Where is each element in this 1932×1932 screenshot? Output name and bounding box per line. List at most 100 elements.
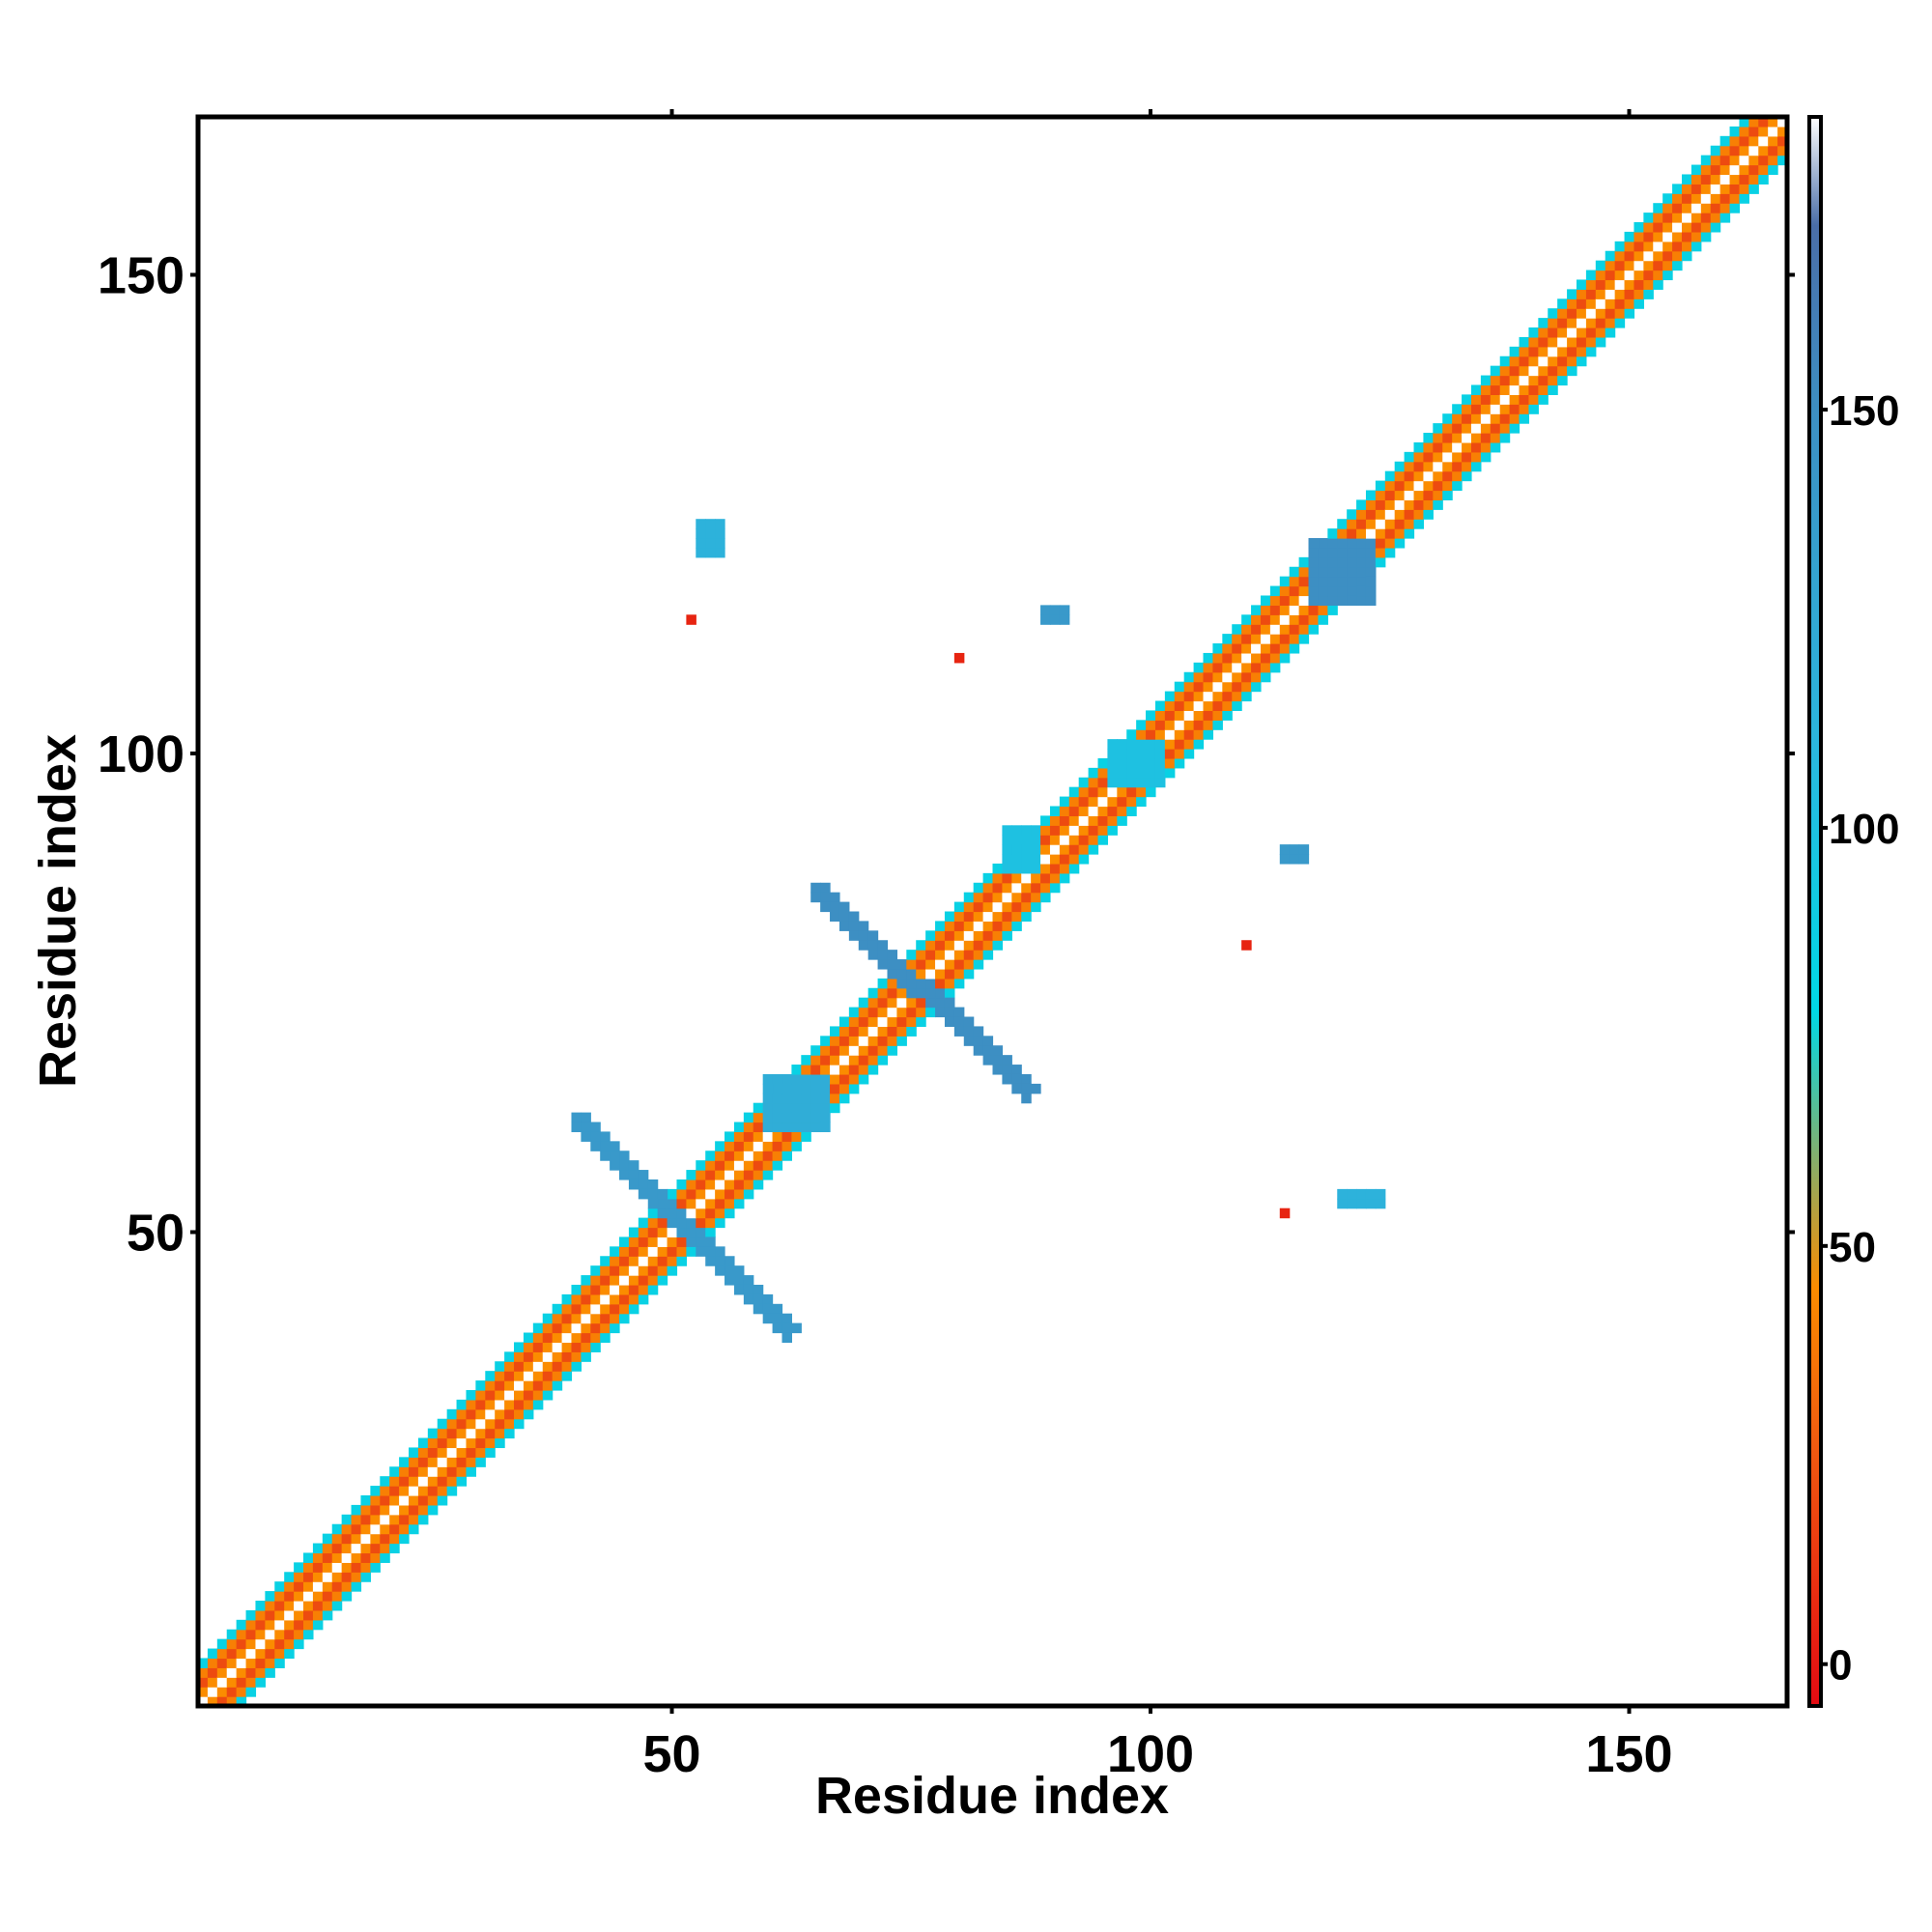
heatmap-cell <box>724 1141 735 1151</box>
heatmap-cell <box>963 1026 975 1037</box>
heatmap-cell <box>791 1322 802 1334</box>
heatmap-cell <box>1011 892 1022 903</box>
heatmap-cell <box>1088 825 1099 836</box>
heatmap-cell <box>1462 461 1472 472</box>
heatmap-cell <box>1672 213 1683 223</box>
heatmap-cell <box>696 1227 706 1238</box>
heatmap-cell <box>1002 911 1012 923</box>
heatmap-cell <box>561 1342 573 1352</box>
heatmap-cell <box>1365 1198 1377 1209</box>
heatmap-cell <box>456 1428 468 1439</box>
heatmap-cell <box>896 1016 907 1028</box>
heatmap-cell <box>409 1494 419 1506</box>
heatmap-cell <box>427 1428 439 1439</box>
heatmap-cell <box>867 1055 879 1065</box>
heatmap-cell <box>619 1151 630 1161</box>
heatmap-cell <box>628 1227 639 1238</box>
heatmap-cell <box>1681 222 1692 233</box>
heatmap-cell <box>715 1256 725 1266</box>
heatmap-cell <box>705 538 716 549</box>
heatmap-cell <box>1634 279 1644 290</box>
heatmap-cell <box>351 1581 362 1592</box>
heatmap-cell <box>389 1514 400 1525</box>
heatmap-cell <box>1183 691 1195 702</box>
heatmap-cell <box>1107 815 1118 826</box>
colorbar-gradient <box>1809 117 1821 1706</box>
heatmap-cell <box>1681 203 1692 213</box>
heatmap-cell <box>1002 930 1012 941</box>
heatmap-cell <box>446 1476 458 1487</box>
heatmap-cell <box>724 1160 735 1171</box>
heatmap-cell <box>1643 289 1654 299</box>
heatmap-cell <box>1337 538 1348 549</box>
heatmap-cell <box>1576 308 1587 319</box>
heatmap-cell <box>1097 825 1109 836</box>
heatmap-cell <box>638 1275 649 1286</box>
heatmap-cell <box>1690 184 1702 194</box>
heatmap-cell <box>1040 835 1051 845</box>
heatmap-cell <box>944 921 955 931</box>
heatmap-cell <box>466 1447 476 1458</box>
heatmap-cell <box>1241 662 1252 673</box>
heatmap-cell <box>1452 404 1463 414</box>
heatmap-cell <box>1384 538 1396 549</box>
heatmap-cell <box>1538 375 1548 386</box>
heatmap-cell <box>1011 1073 1022 1085</box>
heatmap-cell <box>1031 835 1041 845</box>
heatmap-cell <box>341 1572 353 1582</box>
heatmap-cell <box>877 940 889 951</box>
heatmap-cell <box>1337 547 1348 558</box>
heatmap-cell <box>331 1543 343 1554</box>
heatmap-cell <box>294 1629 304 1640</box>
heatmap-cell <box>542 1332 554 1344</box>
heatmap-cell <box>1356 1188 1367 1200</box>
heatmap-cell <box>801 1083 811 1094</box>
heatmap-cell <box>715 1141 725 1151</box>
heatmap-cell <box>1375 547 1386 558</box>
heatmap-cell <box>1078 815 1090 826</box>
heatmap-cell <box>1068 863 1080 874</box>
heatmap-cell <box>963 901 975 913</box>
heatmap-cell <box>1528 365 1539 377</box>
heatmap-cell <box>1528 384 1539 395</box>
heatmap-cell <box>255 1677 266 1688</box>
heatmap-cell <box>1662 250 1673 262</box>
heatmap-cell <box>351 1523 362 1535</box>
heatmap-cell <box>1040 825 1051 836</box>
heatmap-cell <box>733 1198 745 1209</box>
heatmap-cell <box>475 1389 486 1401</box>
heatmap-cell <box>245 1677 257 1688</box>
heatmap-cell <box>1653 213 1663 223</box>
heatmap-cell <box>236 1629 247 1640</box>
heatmap-cell <box>437 1486 448 1496</box>
heatmap-cell <box>466 1418 476 1430</box>
heatmap-cell <box>399 1476 410 1487</box>
heatmap-cell <box>1662 213 1673 223</box>
heatmap-cell <box>532 1342 544 1352</box>
heatmap-cell <box>581 1342 591 1352</box>
heatmap-cell <box>1347 519 1357 529</box>
heatmap-cell <box>820 1065 831 1075</box>
heatmap-cell <box>733 1141 745 1151</box>
heatmap-cell <box>532 1399 544 1410</box>
heatmap-cell <box>628 1179 639 1190</box>
heatmap-cell <box>830 1083 840 1094</box>
heatmap-cell <box>1528 394 1539 405</box>
heatmap-cell <box>504 1371 515 1381</box>
heatmap-cell <box>1126 796 1137 808</box>
heatmap-cell <box>791 1065 802 1075</box>
heatmap-cell <box>1548 346 1558 357</box>
heatmap-cell <box>820 882 831 894</box>
heatmap-cell <box>1442 441 1453 453</box>
heatmap-cell <box>715 528 725 539</box>
heatmap-cell <box>351 1504 362 1516</box>
heatmap-cell <box>715 1188 725 1200</box>
heatmap-cell <box>1653 270 1663 281</box>
heatmap-cell <box>1117 739 1127 750</box>
heatmap-cell <box>1739 174 1749 185</box>
heatmap-cell <box>810 1093 821 1104</box>
heatmap-cell <box>743 1151 754 1161</box>
heatmap-cell <box>858 940 869 951</box>
heatmap-cell <box>705 1208 716 1219</box>
heatmap-cell <box>1643 279 1654 290</box>
